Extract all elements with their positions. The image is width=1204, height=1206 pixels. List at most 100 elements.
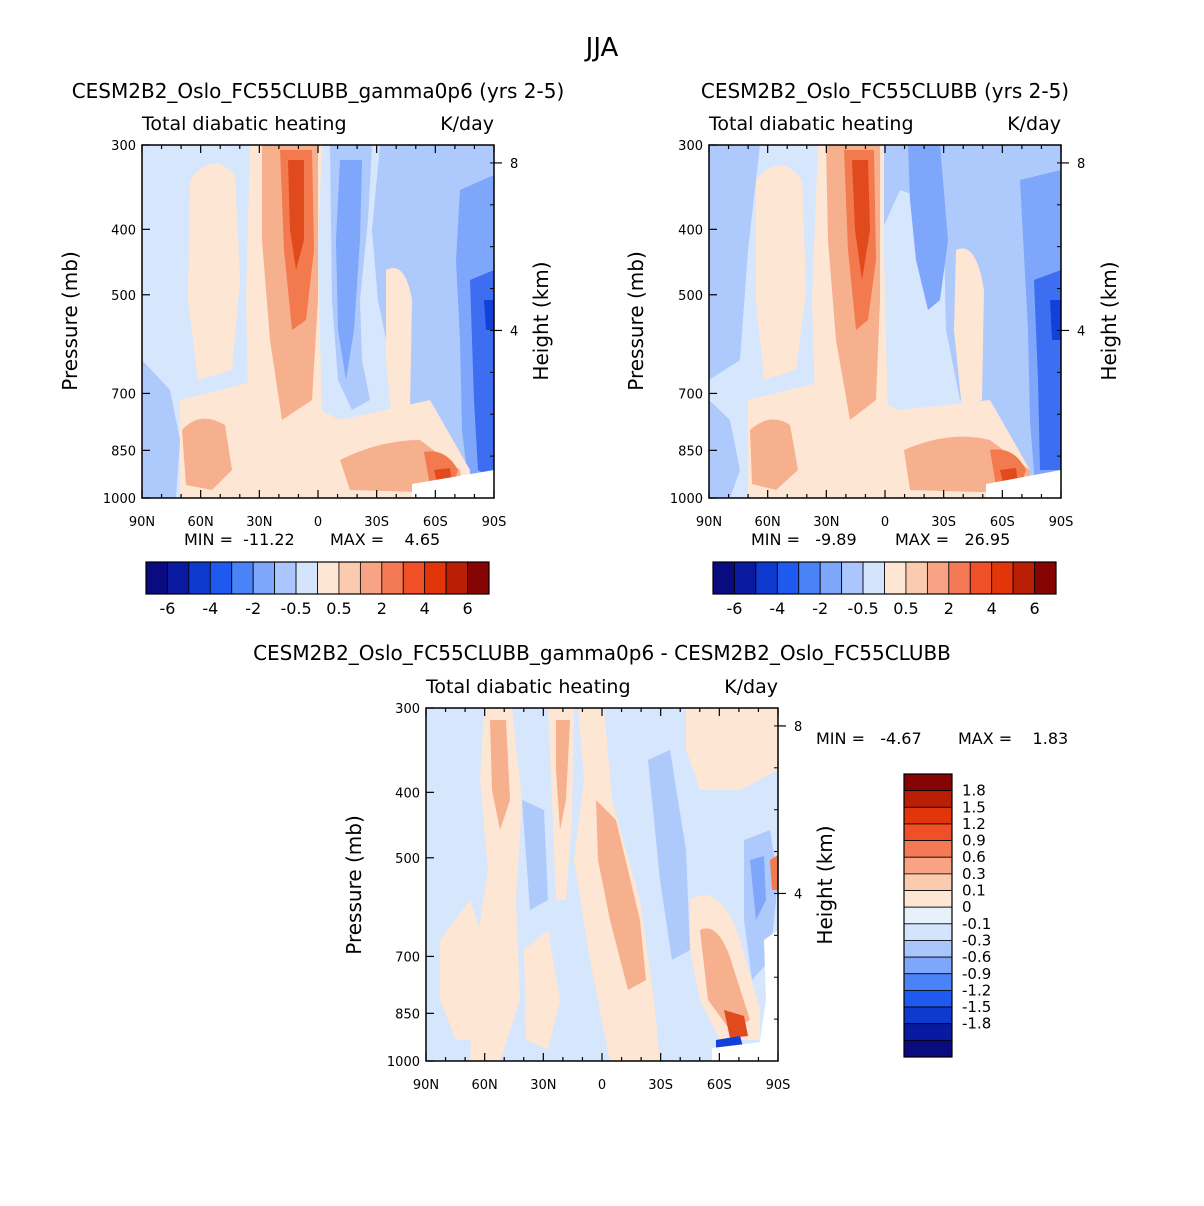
colorbar-label: -4: [202, 599, 218, 618]
y2-axis-label: Height (km): [1097, 261, 1121, 380]
colorbar-swatch: [798, 561, 821, 595]
colorbar-label: 1.8: [962, 782, 986, 800]
colorbar-label: -6: [159, 599, 175, 618]
colorbar-label: 1.2: [962, 815, 986, 833]
colorbar-swatch: [252, 561, 276, 595]
colorbar-label: 6: [1029, 599, 1039, 618]
panel-subtitle-right: K/day: [1007, 113, 1061, 135]
colorbar-swatch: [734, 561, 757, 595]
colorbar-label: 2: [944, 599, 954, 618]
colorbar-label: 0.5: [326, 599, 351, 618]
colorbar-label: -0.1: [962, 915, 991, 933]
colorbar-frame: [145, 561, 490, 595]
colorbar-label: 0.5: [893, 599, 918, 618]
min-label: MIN = -9.89: [751, 530, 857, 549]
heatmap-field: [709, 145, 1061, 498]
colorbar-swatch: [1012, 561, 1035, 595]
panel-title: CESM2B2_Oslo_FC55CLUBB (yrs 2-5): [701, 79, 1069, 103]
y-tick-label: 400: [111, 223, 136, 238]
colorbar-swatch: [862, 561, 885, 595]
y2-axis-label: Height (km): [529, 261, 553, 380]
colorbar-swatch: [991, 561, 1014, 595]
y-tick-label: 1000: [670, 492, 703, 507]
colorbar-swatch: [776, 561, 800, 595]
panel-subtitle-left: Total diabatic heating: [141, 113, 347, 135]
colorbar-swatch: [445, 561, 468, 595]
y2-axis-label: Height (km): [813, 825, 837, 944]
colorbar-swatch: [903, 1023, 953, 1041]
y2-tick-label: 8: [794, 720, 802, 735]
panel-difference: CESM2B2_Oslo_FC55CLUBB_gamma0p6 - CESM2B…: [253, 641, 1068, 1062]
colorbar-swatch: [712, 561, 735, 595]
colorbar-swatch: [969, 561, 993, 595]
colorbar-label: -1.5: [962, 998, 991, 1016]
colorbar-swatch: [903, 790, 953, 808]
panel-gamma0p6: CESM2B2_Oslo_FC55CLUBB_gamma0p6 (yrs 2-5…: [58, 79, 564, 618]
colorbar-swatch: [948, 561, 971, 595]
panel-control: CESM2B2_Oslo_FC55CLUBB (yrs 2-5) Total d…: [624, 79, 1121, 618]
y-axis-label: Pressure (mb): [342, 815, 366, 955]
colorbar-swatch: [903, 990, 953, 1008]
y-tick-label: 1000: [387, 1055, 420, 1070]
colorbar-label: -0.5: [280, 599, 311, 618]
colorbar-swatch: [903, 923, 953, 941]
x-tick-label: 60N: [472, 1078, 498, 1093]
max-label: MAX = 26.95: [895, 530, 1010, 549]
colorbar-swatch: [903, 956, 953, 975]
colorbar-swatch: [926, 561, 950, 595]
y-tick-label: 700: [395, 950, 420, 965]
y-tick-label: 500: [111, 289, 136, 304]
colorbar-swatch: [903, 806, 953, 825]
x-tick-label: 90N: [696, 515, 722, 530]
colorbar-swatch: [884, 561, 907, 595]
colorbar-swatch: [903, 890, 953, 908]
colorbar-label: -0.3: [962, 931, 991, 949]
y2-tick-label: 8: [510, 157, 518, 172]
colorbar-label: -6: [726, 599, 742, 618]
panel-subtitle-left: Total diabatic heating: [708, 113, 914, 135]
x-tick-label: 60N: [755, 515, 781, 530]
heatmap-field: [426, 708, 778, 1061]
heatmap-field: [142, 145, 494, 498]
panel-title: CESM2B2_Oslo_FC55CLUBB_gamma0p6 (yrs 2-5…: [72, 79, 565, 103]
colorbar-label: 2: [377, 599, 387, 618]
colorbar-swatch: [903, 1039, 953, 1058]
colorbar-frame: [712, 561, 1057, 595]
y-axis-label: Pressure (mb): [58, 251, 82, 391]
colorbar-label: -4: [769, 599, 785, 618]
colorbar-swatch: [903, 840, 953, 858]
x-tick-label: 60S: [707, 1078, 732, 1093]
y2-tick-label: 4: [794, 887, 802, 902]
x-tick-label: 30S: [648, 1078, 673, 1093]
colorbar-frame: [903, 773, 953, 1058]
colorbar-label: 0.3: [962, 865, 986, 883]
panel-subtitle-right: K/day: [724, 676, 778, 698]
colorbar-swatch: [903, 906, 953, 925]
colorbar-swatch: [903, 973, 953, 991]
y-tick-label: 400: [678, 223, 703, 238]
x-tick-label: 30S: [931, 515, 956, 530]
y-tick-label: 300: [678, 139, 703, 154]
colorbar-swatch: [188, 561, 211, 595]
y-tick-label: 850: [395, 1007, 420, 1022]
axes-panel-2: 90N 60N 30N 0 30S 60S 90S 300 400 500 700 850 1000 8 4: [387, 702, 802, 1093]
x-tick-label: 90N: [129, 515, 155, 530]
colorbar-label: 6: [462, 599, 472, 618]
colorbar-swatch: [167, 561, 190, 595]
colorbar-swatch: [145, 561, 168, 595]
y-tick-label: 300: [111, 139, 136, 154]
x-tick-label: 60S: [990, 515, 1015, 530]
colorbar-swatch: [841, 561, 864, 595]
colorbar-label: -1.2: [962, 981, 991, 999]
colorbar-swatch: [467, 561, 490, 595]
colorbar-label: 0: [962, 898, 972, 916]
y-tick-label: 300: [395, 702, 420, 717]
figure-title: JJA: [584, 33, 619, 63]
y-tick-label: 500: [395, 852, 420, 867]
colorbar-swatch: [755, 561, 778, 595]
colorbar-swatch: [903, 1006, 953, 1025]
colorbar: -6 -4 -2 -0.5 0.5 2 4 6: [712, 561, 1057, 618]
panel-subtitle-left: Total diabatic heating: [425, 676, 631, 698]
colorbar-swatch: [402, 561, 426, 595]
